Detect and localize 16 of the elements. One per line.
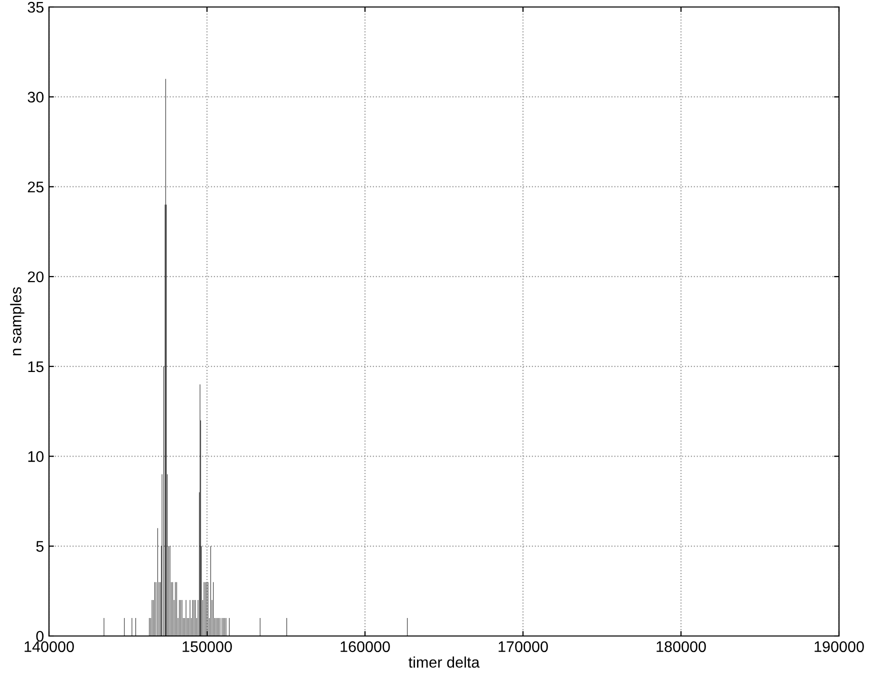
y-tick-label: 15 [28,361,44,372]
x-tick-label: 150000 [182,641,232,652]
x-tick-label: 180000 [656,641,706,652]
x-axis-title: timer delta [408,656,480,668]
y-tick-label: 5 [36,541,44,552]
y-tick-label: 30 [28,92,44,103]
y-tick-label: 0 [36,630,44,642]
x-tick-label: 160000 [340,641,390,652]
y-axis-title: n samples [10,287,24,356]
x-tick-label: 170000 [498,641,548,652]
x-tick-label: 190000 [814,641,864,652]
y-tick-label: 20 [28,271,44,282]
y-tick-label: 25 [28,182,44,192]
y-tick-label: 10 [28,451,44,462]
y-tick-label: 35 [28,2,44,13]
x-tick-label: 140000 [24,641,74,652]
